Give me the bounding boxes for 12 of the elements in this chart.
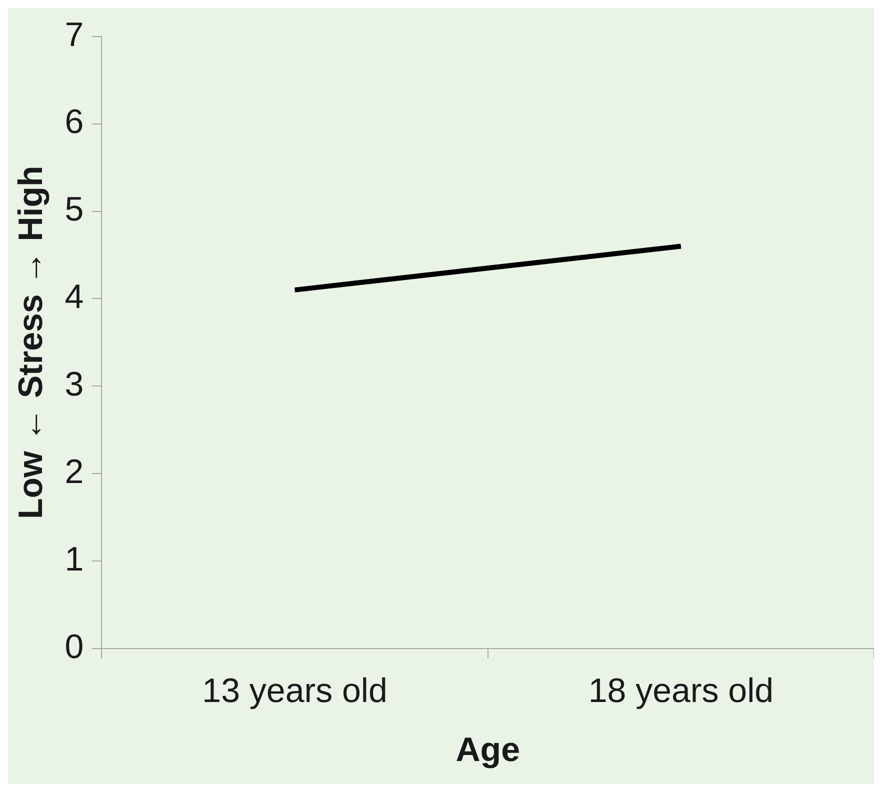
y-tick-label: 4 (64, 278, 84, 316)
y-tick-label: 0 (64, 628, 84, 666)
y-axis-title: Low ← Stress → High (12, 166, 50, 520)
y-tick-label: 2 (64, 452, 84, 491)
y-tick-label: 6 (64, 103, 84, 142)
x-axis-title: Age (456, 730, 520, 769)
y-tick-label: 3 (64, 365, 84, 404)
x-tick-label: 13 years old (202, 672, 388, 710)
y-tick-label: 1 (64, 540, 84, 578)
x-tick-label: 18 years old (588, 672, 774, 710)
y-tick-label: 5 (64, 190, 84, 229)
y-tick-label: 7 (64, 16, 84, 54)
